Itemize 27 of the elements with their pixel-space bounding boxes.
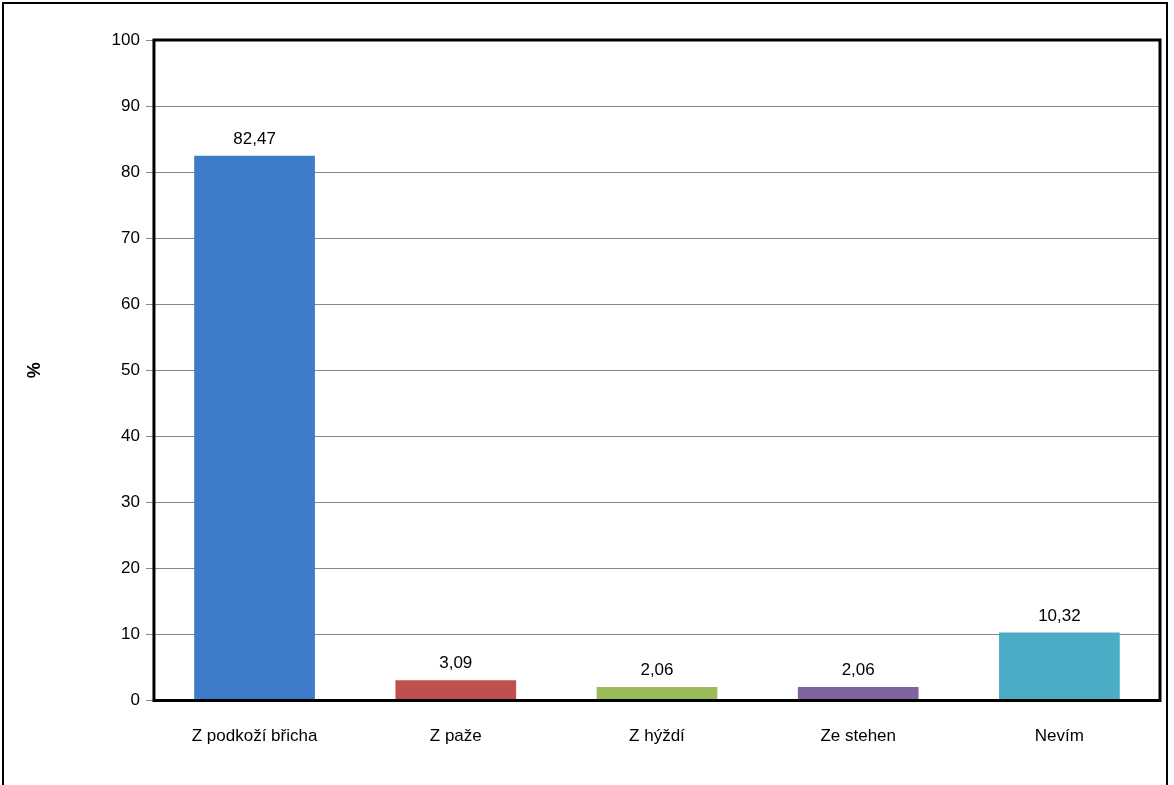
y-tick-label: 100 (111, 29, 140, 49)
x-tick-label: Ze stehen (820, 726, 896, 746)
y-tick-label: 70 (121, 227, 140, 247)
y-axis-title: % (23, 362, 44, 379)
bar (596, 686, 718, 701)
data-label: 82,47 (233, 128, 276, 148)
y-tick-label: 20 (121, 558, 140, 578)
x-tick-label: Nevím (1034, 726, 1084, 746)
y-tick-label: 30 (121, 492, 140, 512)
y-tick-label: 0 (130, 690, 140, 710)
x-tick-label: Z hýždí (629, 726, 686, 746)
data-label: 10,32 (1038, 605, 1081, 625)
x-tick-label: Z podkoží břicha (191, 726, 318, 746)
data-label: 3,09 (439, 653, 473, 673)
bar (395, 680, 517, 701)
bar (797, 686, 919, 701)
x-tick-label: Z paže (429, 726, 482, 746)
data-label: 2,06 (640, 660, 674, 680)
y-tick-label: 90 (121, 95, 140, 115)
data-label: 2,06 (841, 660, 875, 680)
y-tick-label: 80 (121, 161, 140, 181)
y-tick-label: 10 (121, 624, 140, 644)
bar (999, 632, 1120, 701)
y-tick-label: 40 (121, 426, 140, 446)
bar (194, 155, 315, 701)
y-tick-label: 50 (121, 359, 140, 379)
y-tick-label: 60 (121, 293, 140, 313)
